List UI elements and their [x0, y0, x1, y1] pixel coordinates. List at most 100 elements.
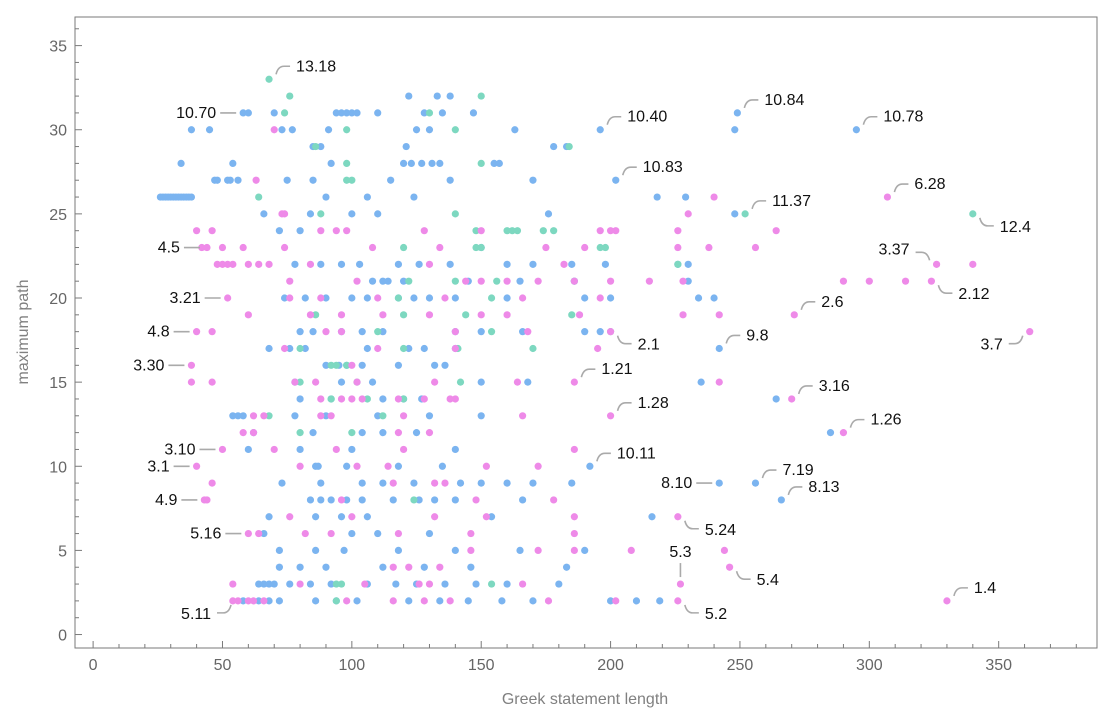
annotation-label: 3.16 — [819, 378, 850, 395]
data-point — [441, 580, 449, 588]
x-tick-label: 50 — [214, 657, 232, 674]
data-point — [187, 126, 196, 134]
annotation-label: 2.1 — [638, 337, 660, 354]
data-point — [379, 563, 387, 571]
data-point — [394, 429, 403, 437]
data-point — [275, 546, 283, 555]
data-point — [213, 176, 221, 184]
data-point — [606, 328, 615, 336]
data-point — [317, 294, 325, 302]
data-point — [513, 378, 522, 386]
data-point — [229, 260, 237, 268]
data-point — [301, 344, 309, 353]
data-point — [495, 159, 503, 167]
data-point — [353, 277, 361, 285]
data-point — [415, 580, 423, 588]
data-point — [332, 361, 340, 369]
data-point — [337, 496, 346, 504]
data-point — [343, 496, 351, 504]
data-point — [594, 344, 602, 353]
data-point — [575, 311, 584, 319]
annotation-label: 10.84 — [764, 92, 804, 109]
data-point — [425, 109, 434, 117]
data-point — [296, 563, 304, 571]
data-point — [394, 260, 403, 268]
data-point — [751, 479, 760, 487]
data-point — [498, 597, 506, 605]
data-point — [270, 580, 278, 588]
data-point — [296, 445, 304, 454]
data-point — [394, 395, 403, 403]
data-point — [389, 479, 397, 487]
data-point — [322, 294, 330, 302]
data-point — [684, 210, 692, 218]
annotation-label: 4.5 — [158, 240, 180, 257]
data-point — [519, 328, 527, 336]
data-point — [208, 479, 216, 487]
data-point — [291, 378, 299, 386]
annotation-label: 11.37 — [772, 193, 811, 210]
data-point — [374, 344, 382, 353]
data-point — [534, 546, 542, 555]
data-point — [286, 344, 294, 353]
data-point — [260, 597, 268, 605]
data-point — [275, 597, 283, 605]
data-point — [477, 92, 485, 100]
data-point — [715, 479, 723, 487]
data-point — [969, 210, 977, 218]
data-point — [384, 277, 392, 285]
data-point — [317, 496, 325, 504]
data-point — [213, 260, 221, 268]
data-point — [425, 529, 434, 538]
data-point — [715, 311, 723, 319]
data-point — [529, 260, 537, 268]
data-point — [309, 429, 317, 437]
data-point — [177, 159, 185, 167]
data-point — [425, 580, 434, 588]
data-point — [399, 445, 408, 454]
data-point — [415, 496, 423, 504]
data-point — [348, 109, 356, 117]
data-point — [720, 546, 729, 555]
data-point — [446, 92, 454, 100]
data-point — [348, 361, 356, 369]
data-point — [234, 597, 242, 605]
data-point — [234, 412, 242, 420]
data-point — [433, 92, 441, 100]
data-point — [612, 176, 620, 184]
data-point — [343, 361, 351, 369]
data-point — [374, 529, 382, 538]
data-point — [519, 496, 527, 504]
data-point — [697, 378, 705, 386]
x-tick-label: 0 — [89, 657, 98, 674]
data-point — [327, 412, 335, 420]
data-point — [446, 176, 454, 184]
data-point — [358, 479, 366, 487]
data-point — [353, 597, 361, 605]
data-point — [260, 580, 268, 588]
data-point — [224, 260, 232, 268]
annotation-leader — [979, 217, 994, 227]
data-point — [275, 227, 283, 235]
data-point — [467, 546, 475, 555]
data-point — [224, 294, 232, 302]
data-point — [187, 378, 196, 386]
data-point — [327, 580, 335, 588]
data-point — [353, 462, 361, 470]
data-point — [516, 277, 524, 285]
data-point — [312, 513, 320, 521]
data-point — [927, 277, 936, 285]
data-point — [503, 227, 511, 235]
data-point — [570, 378, 578, 386]
data-point — [467, 563, 475, 571]
data-point — [348, 429, 356, 437]
data-point — [358, 395, 366, 403]
annotation-label: 1.21 — [601, 361, 632, 378]
data-point — [322, 563, 330, 571]
data-point — [270, 445, 278, 454]
data-point — [425, 294, 434, 302]
annotation-label: 12.4 — [1000, 219, 1031, 236]
data-point — [612, 597, 620, 605]
data-point — [410, 479, 418, 487]
data-point — [487, 294, 496, 302]
